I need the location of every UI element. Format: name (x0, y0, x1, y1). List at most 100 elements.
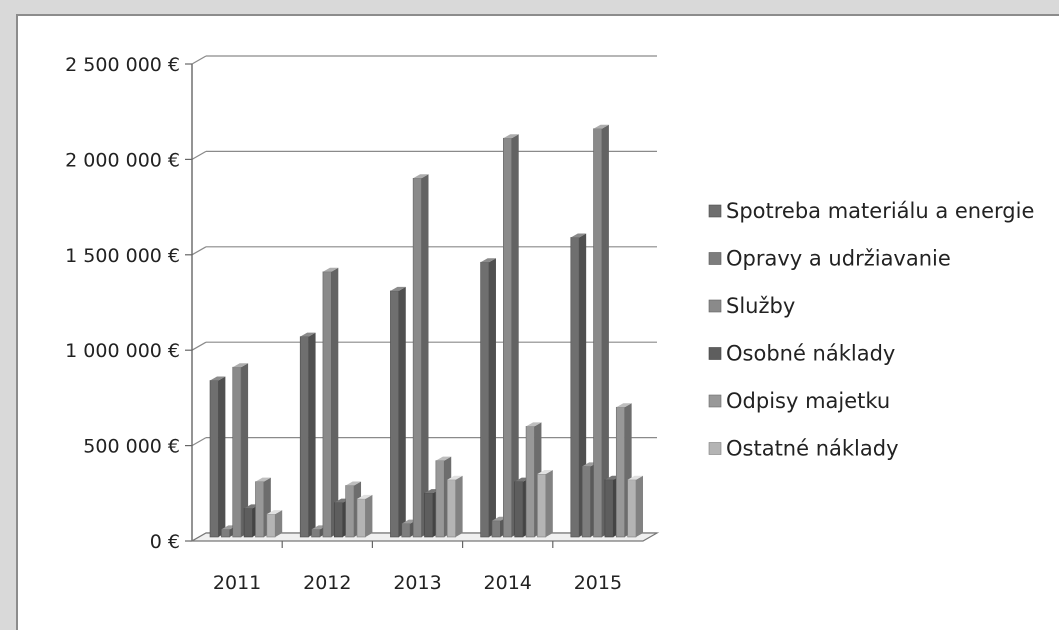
legend-label: Služby (726, 294, 795, 318)
bar-front (345, 485, 355, 538)
chart-bars (209, 124, 643, 538)
bar-top (255, 477, 271, 482)
x-tick-label: 2014 (484, 572, 532, 594)
bar-top (447, 475, 463, 480)
x-tick-label: 2012 (303, 572, 351, 594)
gridline-side (191, 55, 207, 65)
bar-front (435, 460, 445, 538)
bar (503, 134, 519, 538)
legend-label: Ostatné náklady (726, 437, 899, 461)
legend-label: Spotreba materiálu a energie (726, 199, 1034, 223)
bar-front (221, 529, 231, 538)
bar-top (616, 403, 632, 408)
bar-front (525, 426, 535, 538)
bar-top (390, 286, 406, 291)
legend-item: Odpisy majetku (708, 389, 890, 413)
bar-side (421, 174, 429, 537)
bar (446, 475, 463, 538)
gridline-side (191, 341, 207, 351)
legend-item: Osobné náklady (708, 342, 895, 366)
legend-label: Osobné náklady (726, 342, 895, 366)
bar-front (232, 366, 242, 538)
bar-side (511, 134, 519, 537)
bar-front (255, 481, 265, 538)
legend-item: Spotreba materiálu a energie (708, 199, 1034, 223)
y-tick-label: 500 000 € (83, 436, 180, 458)
y-tick-label: 1 000 000 € (65, 340, 180, 362)
y-axis: 0 € 500 000 € 1 000 000 € 1 500 000 € 2 000 … (65, 54, 193, 553)
bar-front (480, 261, 490, 538)
y-tick-label: 2 000 000 € (65, 149, 180, 171)
bar (232, 363, 249, 538)
x-tick-label: 2015 (574, 572, 622, 594)
legend-swatch (708, 442, 722, 455)
y-tick-label: 2 500 000 € (65, 54, 180, 76)
bar-front (446, 479, 456, 538)
bar-front (356, 498, 366, 538)
bar-front (401, 523, 411, 538)
bar (412, 174, 429, 538)
x-axis: 2011 2012 2013 2014 2015 (189, 532, 660, 594)
bar-side (455, 475, 463, 537)
bar-top (232, 363, 249, 368)
bar-top (435, 456, 452, 461)
bar (266, 510, 283, 538)
bar-front (424, 492, 434, 538)
bar-side (488, 258, 496, 537)
bar-top (526, 422, 542, 427)
bar-side (275, 510, 283, 537)
bar (570, 233, 587, 538)
bar-side (308, 332, 316, 537)
gridline-side (191, 437, 207, 447)
bar (356, 494, 373, 538)
bar-side (601, 124, 609, 538)
bar-top (503, 134, 519, 139)
bar-top (570, 233, 587, 238)
bar-side (331, 267, 339, 537)
legend-swatch (708, 347, 722, 360)
bar-front (299, 336, 309, 538)
bar-front (570, 237, 580, 538)
bar-top (357, 494, 373, 499)
x-tick-label: 2011 (213, 572, 261, 594)
gridline-side (191, 150, 207, 160)
bar-front (593, 128, 603, 538)
bar (209, 376, 226, 538)
bar-top (627, 475, 643, 480)
legend-item: Služby (708, 294, 795, 318)
bar-top (345, 481, 362, 486)
bar-front (627, 479, 637, 538)
bar-front (333, 502, 343, 538)
gridline-side (191, 246, 207, 256)
bar-top (480, 258, 496, 263)
bar-front (243, 508, 253, 538)
bar-side (545, 470, 553, 537)
bar-front (412, 177, 422, 538)
bar-front (537, 473, 547, 538)
bar-top (322, 267, 339, 272)
legend-swatch (708, 394, 722, 408)
bar (390, 286, 406, 538)
bar-front (390, 290, 400, 538)
legend-swatch (708, 299, 722, 313)
legend-label: Odpisy majetku (726, 389, 890, 413)
bar-side (365, 494, 373, 537)
bar-side (579, 233, 587, 537)
bar-side (398, 286, 406, 537)
x-tick-label: 2013 (393, 572, 441, 594)
bar-front (604, 479, 614, 538)
bar (627, 475, 643, 538)
bar-front (322, 271, 332, 538)
bar (322, 267, 339, 538)
legend-item: Ostatné náklady (708, 437, 899, 461)
bar-top (593, 124, 609, 129)
bar-top (413, 174, 429, 179)
bar-front (311, 529, 321, 538)
chart-legend: Spotreba materiálu a energie Opravy a udr… (708, 199, 1034, 461)
bar-front (209, 380, 219, 538)
legend-swatch (708, 252, 722, 265)
bar-side (636, 475, 643, 537)
legend-swatch (708, 204, 722, 218)
bar-front (266, 513, 276, 538)
